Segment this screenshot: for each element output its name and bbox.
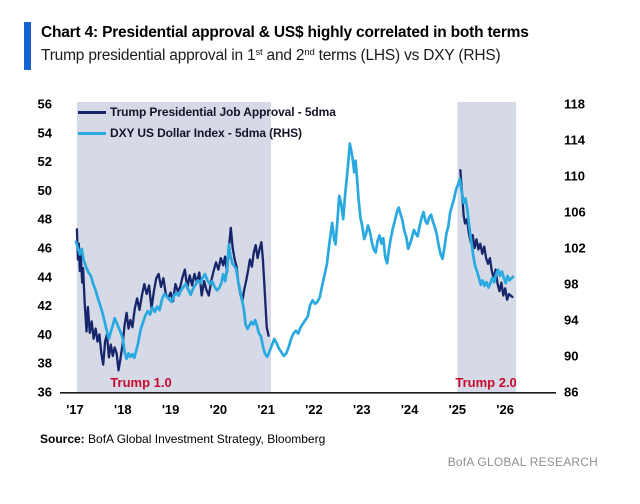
left-axis-tick: 56 bbox=[38, 97, 52, 112]
right-axis-tick: 114 bbox=[564, 133, 586, 148]
left-axis-tick: 54 bbox=[38, 125, 53, 140]
term-shading-2 bbox=[457, 102, 517, 393]
right-axis-tick: 98 bbox=[564, 277, 578, 292]
subtitle-text: and 2 bbox=[262, 47, 305, 64]
left-axis-tick: 40 bbox=[38, 327, 52, 342]
source-label: Source: bbox=[40, 432, 85, 446]
subtitle-text: Trump presidential approval in 1 bbox=[41, 47, 256, 64]
plot-svg: 56 54 52 50 48 46 44 42 40 38 36 118 114 110 106 102 98 9… bbox=[38, 97, 586, 418]
x-axis-tick: '20 bbox=[210, 402, 228, 417]
right-axis-tick: 90 bbox=[564, 349, 578, 364]
subtitle-superscript: st bbox=[255, 47, 263, 58]
right-axis-tick: 118 bbox=[564, 97, 585, 112]
right-axis-tick: 106 bbox=[564, 205, 586, 220]
x-axis-tick: '19 bbox=[162, 402, 180, 417]
term-shading-1 bbox=[76, 102, 272, 393]
chart-title: Chart 4: Presidential approval & US$ hig… bbox=[41, 24, 529, 41]
brand-text: BofA GLOBAL RESEARCH bbox=[447, 455, 598, 469]
left-axis-tick: 46 bbox=[38, 241, 52, 256]
legend-label-approval: Trump Presidential Job Approval - 5dma bbox=[110, 105, 336, 119]
chart-area: 56 54 52 50 48 46 44 42 40 38 36 118 114 110 106 102 98 9… bbox=[0, 85, 640, 430]
dxy-line bbox=[74, 142, 515, 361]
x-axis-tick: '24 bbox=[401, 402, 419, 417]
legend: Trump Presidential Job Approval - 5dma D… bbox=[78, 104, 336, 141]
chart-subtitle: Trump presidential approval in 1st and 2… bbox=[41, 44, 529, 67]
title-block: Chart 4: Presidential approval & US$ hig… bbox=[41, 22, 529, 70]
legend-label-dxy: DXY US Dollar Index - 5dma (RHS) bbox=[110, 126, 302, 140]
term-label-1: Trump 1.0 bbox=[110, 375, 171, 390]
left-axis-tick: 52 bbox=[38, 154, 52, 169]
dxy-line-swatch bbox=[78, 131, 106, 135]
right-axis-tick: 110 bbox=[564, 169, 585, 184]
left-axis-tick: 42 bbox=[38, 298, 52, 313]
legend-item-dxy: DXY US Dollar Index - 5dma (RHS) bbox=[78, 125, 336, 141]
subtitle-text: terms (LHS) vs DXY (RHS) bbox=[314, 47, 501, 64]
subtitle-superscript: nd bbox=[304, 47, 315, 58]
x-axis-tick: '22 bbox=[305, 402, 323, 417]
title-accent-bar bbox=[24, 22, 31, 70]
source-line: Source: BofA Global Investment Strategy,… bbox=[40, 432, 325, 446]
approval-line-swatch bbox=[78, 110, 106, 114]
left-axis-tick: 50 bbox=[38, 183, 52, 198]
x-axis-tick: '25 bbox=[449, 402, 467, 417]
right-axis-tick: 94 bbox=[564, 313, 579, 328]
x-axis-tick: '26 bbox=[496, 402, 514, 417]
left-axis-tick: 38 bbox=[38, 356, 52, 371]
left-axis-tick: 48 bbox=[38, 212, 52, 227]
x-axis-tick: '18 bbox=[114, 402, 132, 417]
left-axis-tick: 44 bbox=[38, 269, 53, 284]
chart-header: Chart 4: Presidential approval & US$ hig… bbox=[24, 22, 529, 70]
right-axis-tick: 102 bbox=[564, 241, 586, 256]
x-axis-tick: '17 bbox=[66, 402, 84, 417]
term-label-2: Trump 2.0 bbox=[455, 375, 516, 390]
legend-item-approval: Trump Presidential Job Approval - 5dma bbox=[78, 104, 336, 120]
left-axis-tick: 36 bbox=[38, 385, 52, 400]
source-text: BofA Global Investment Strategy, Bloombe… bbox=[84, 432, 326, 446]
right-axis-tick: 86 bbox=[564, 385, 578, 400]
x-axis-tick: '23 bbox=[353, 402, 371, 417]
x-axis-tick: '21 bbox=[257, 402, 275, 417]
